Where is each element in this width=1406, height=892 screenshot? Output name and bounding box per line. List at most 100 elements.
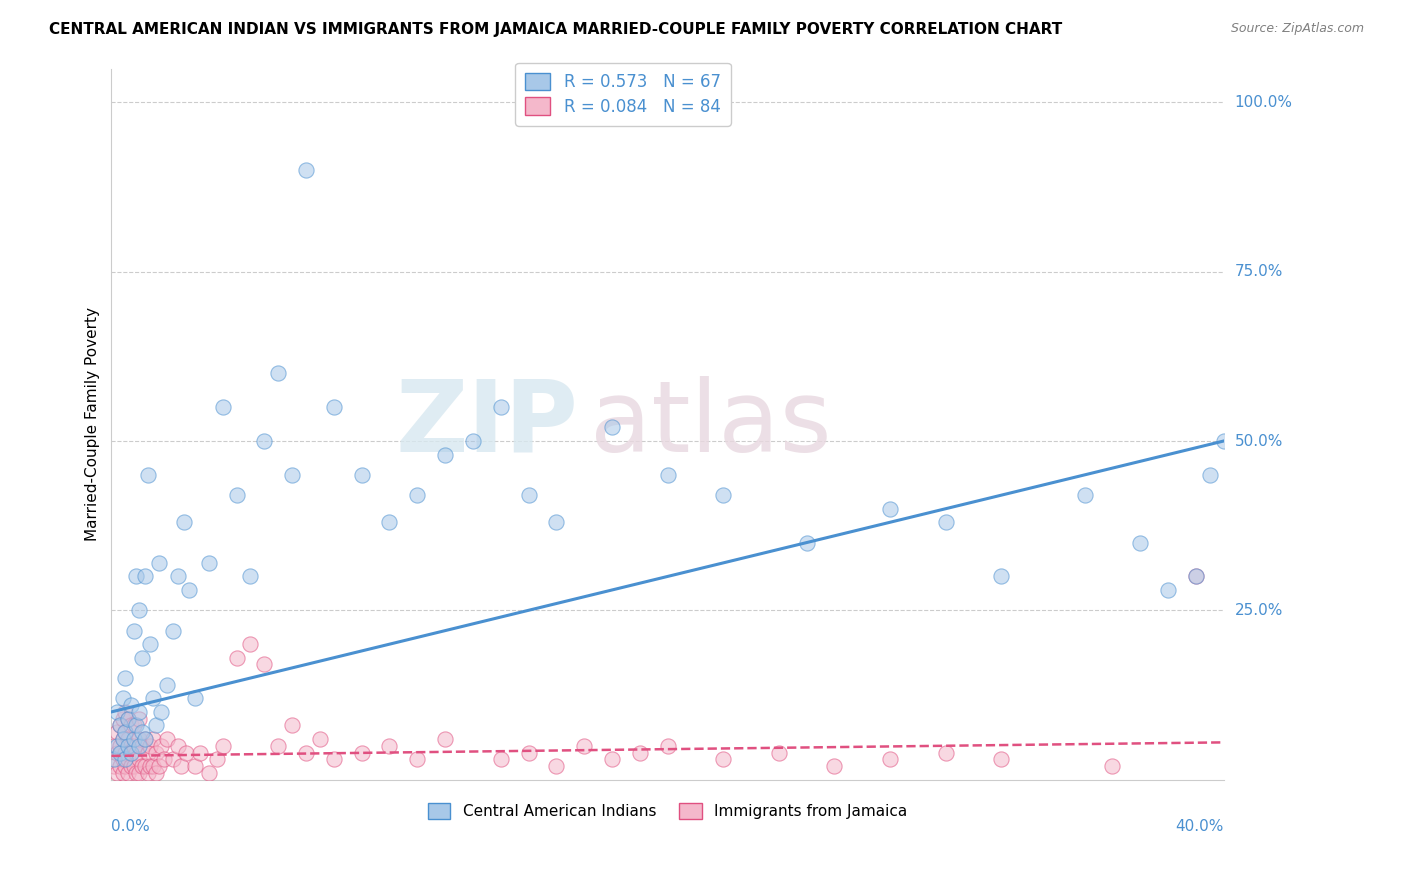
Point xyxy=(350,467,373,482)
Point xyxy=(117,752,139,766)
Point xyxy=(114,705,136,719)
Point xyxy=(128,712,150,726)
Point xyxy=(197,765,219,780)
Text: 50.0%: 50.0% xyxy=(1234,434,1284,449)
Text: CENTRAL AMERICAN INDIAN VS IMMIGRANTS FROM JAMAICA MARRIED-COUPLE FAMILY POVERTY: CENTRAL AMERICAN INDIAN VS IMMIGRANTS FR… xyxy=(49,22,1063,37)
Point xyxy=(105,725,128,739)
Point xyxy=(145,746,167,760)
Point xyxy=(117,765,139,780)
Text: ZIP: ZIP xyxy=(395,376,578,473)
Point xyxy=(111,691,134,706)
Text: 0.0%: 0.0% xyxy=(111,819,150,834)
Point xyxy=(128,739,150,753)
Point xyxy=(197,556,219,570)
Point xyxy=(108,718,131,732)
Point xyxy=(879,501,901,516)
Point xyxy=(105,765,128,780)
Point xyxy=(1185,569,1208,583)
Point xyxy=(136,467,159,482)
Text: 25.0%: 25.0% xyxy=(1234,603,1284,618)
Point xyxy=(117,712,139,726)
Point xyxy=(111,731,134,746)
Point xyxy=(108,759,131,773)
Point xyxy=(167,569,190,583)
Point xyxy=(125,718,148,732)
Point xyxy=(156,731,179,746)
Point xyxy=(122,759,145,773)
Point xyxy=(309,731,332,746)
Point xyxy=(1185,569,1208,583)
Point xyxy=(150,705,173,719)
Point xyxy=(796,535,818,549)
Y-axis label: Married-Couple Family Poverty: Married-Couple Family Poverty xyxy=(86,307,100,541)
Point xyxy=(128,731,150,746)
Text: 100.0%: 100.0% xyxy=(1234,95,1292,110)
Point xyxy=(489,400,512,414)
Point xyxy=(546,759,568,773)
Point xyxy=(105,739,128,753)
Point xyxy=(1101,759,1123,773)
Point xyxy=(267,739,290,753)
Point xyxy=(117,739,139,753)
Point xyxy=(990,569,1012,583)
Point xyxy=(239,569,262,583)
Point xyxy=(162,752,184,766)
Point xyxy=(225,650,247,665)
Point xyxy=(572,739,595,753)
Text: atlas: atlas xyxy=(589,376,831,473)
Point xyxy=(600,420,623,434)
Point xyxy=(128,752,150,766)
Point xyxy=(103,752,125,766)
Point xyxy=(205,752,228,766)
Point xyxy=(1198,467,1220,482)
Point xyxy=(322,400,344,414)
Point xyxy=(768,746,790,760)
Point xyxy=(111,731,134,746)
Point xyxy=(120,746,142,760)
Point xyxy=(134,759,156,773)
Point xyxy=(406,752,429,766)
Point xyxy=(546,516,568,530)
Point xyxy=(111,765,134,780)
Point xyxy=(117,712,139,726)
Point xyxy=(105,746,128,760)
Point xyxy=(1157,582,1180,597)
Point xyxy=(281,718,304,732)
Point xyxy=(1212,434,1234,448)
Point xyxy=(711,752,734,766)
Point xyxy=(150,739,173,753)
Point xyxy=(120,739,142,753)
Point xyxy=(108,746,131,760)
Point xyxy=(184,759,207,773)
Point xyxy=(134,731,156,746)
Point xyxy=(142,731,165,746)
Point xyxy=(711,488,734,502)
Point xyxy=(139,759,162,773)
Point xyxy=(434,731,457,746)
Point xyxy=(281,467,304,482)
Point xyxy=(114,752,136,766)
Point xyxy=(125,746,148,760)
Point xyxy=(103,739,125,753)
Point xyxy=(145,765,167,780)
Point xyxy=(131,759,153,773)
Point xyxy=(153,752,176,766)
Point xyxy=(139,637,162,651)
Point xyxy=(378,739,401,753)
Text: Source: ZipAtlas.com: Source: ZipAtlas.com xyxy=(1230,22,1364,36)
Point xyxy=(657,467,679,482)
Point xyxy=(134,731,156,746)
Point xyxy=(117,731,139,746)
Point xyxy=(122,718,145,732)
Point xyxy=(120,718,142,732)
Point xyxy=(122,739,145,753)
Point xyxy=(489,752,512,766)
Point xyxy=(111,712,134,726)
Point xyxy=(105,705,128,719)
Point xyxy=(461,434,484,448)
Point xyxy=(128,603,150,617)
Point xyxy=(120,759,142,773)
Point xyxy=(167,739,190,753)
Point xyxy=(1129,535,1152,549)
Point xyxy=(114,725,136,739)
